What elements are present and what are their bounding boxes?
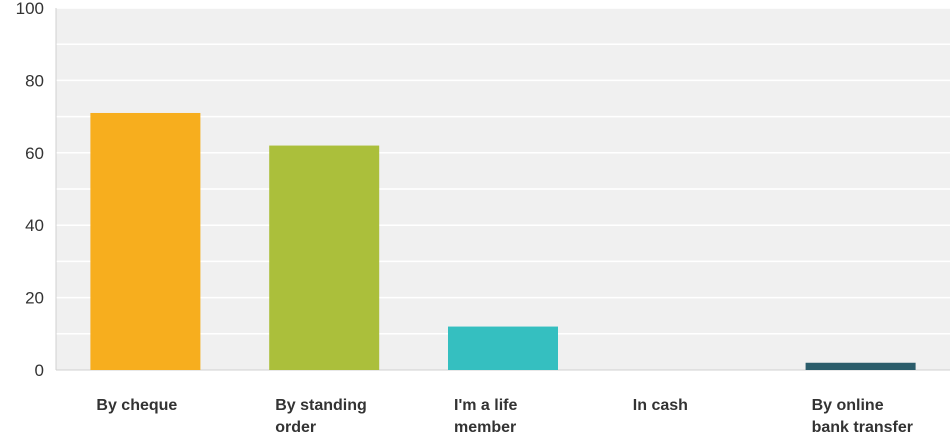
bars bbox=[90, 112, 916, 370]
y-tick-label: 40 bbox=[25, 216, 44, 235]
bar[interactable] bbox=[805, 362, 916, 370]
y-tick-label: 60 bbox=[25, 144, 44, 163]
x-category-label: bank transfer bbox=[812, 419, 913, 436]
y-tick-label: 100 bbox=[16, 0, 44, 18]
x-category-label: member bbox=[454, 419, 516, 436]
x-axis-labels: By cheque By standing order I'm a life membe… bbox=[96, 397, 913, 436]
x-category-label: By standing bbox=[275, 397, 367, 414]
x-category-label: By online bbox=[812, 397, 884, 414]
y-tick-label: 0 bbox=[35, 361, 44, 380]
x-category-label: I'm a life bbox=[454, 397, 517, 414]
gridlines bbox=[56, 7, 950, 335]
y-tick-label: 20 bbox=[25, 289, 44, 308]
x-category-label: In cash bbox=[633, 397, 688, 414]
bar[interactable] bbox=[448, 326, 558, 370]
y-axis-ticks: 0 20 40 60 80 100 bbox=[16, 0, 44, 380]
x-category-label: order bbox=[275, 419, 316, 436]
y-tick-label: 80 bbox=[25, 71, 44, 90]
bar[interactable] bbox=[90, 112, 201, 370]
bar[interactable] bbox=[269, 145, 380, 370]
x-category-label: By cheque bbox=[96, 397, 177, 414]
